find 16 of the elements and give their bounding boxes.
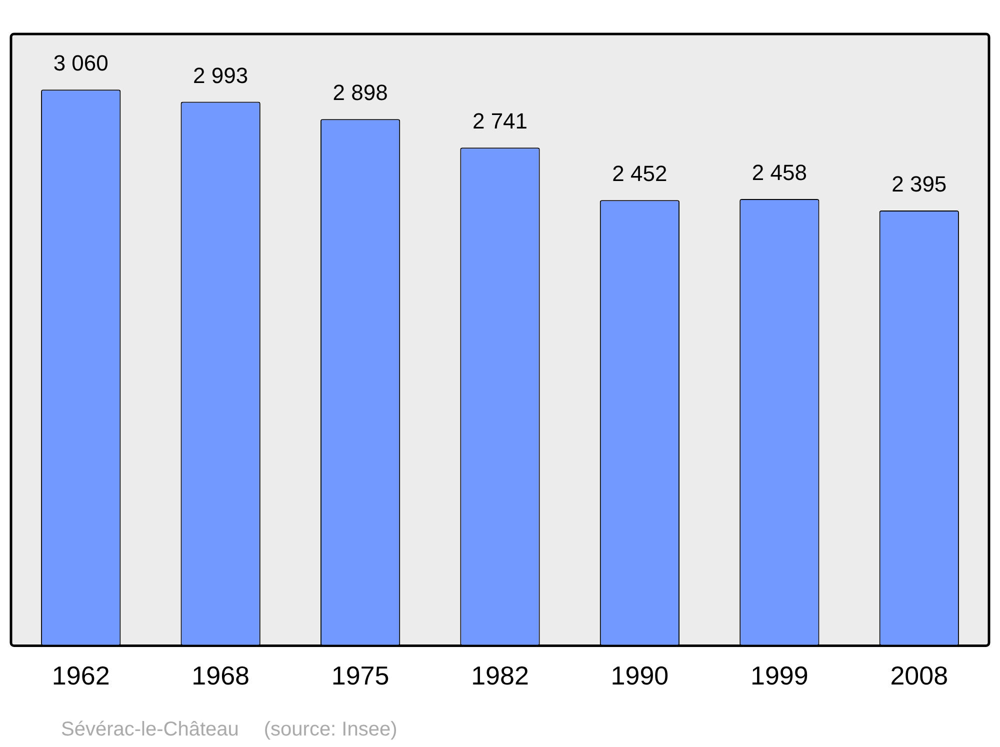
data-label: 2 741 — [472, 108, 528, 134]
x-tick-label: 2008 — [890, 660, 948, 691]
data-label: 2 898 — [332, 80, 388, 106]
data-label: 2 395 — [892, 172, 947, 197]
text: (source: Insee) — [264, 718, 398, 741]
x-tick-label: 1962 — [52, 660, 110, 691]
data-label: 2 452 — [612, 161, 668, 186]
x-tick-label: 1975 — [331, 660, 390, 691]
data-label: 2 993 — [193, 62, 248, 88]
data-label: 2 458 — [752, 160, 807, 186]
text: Sévérac-le-Château — [61, 718, 239, 741]
data-label: 3 060 — [53, 50, 108, 76]
x-tick-label: 1999 — [750, 660, 808, 691]
x-tick-label: 1990 — [610, 660, 669, 691]
x-tick-label: 1982 — [471, 660, 529, 691]
x-tick-label: 1968 — [192, 660, 250, 691]
